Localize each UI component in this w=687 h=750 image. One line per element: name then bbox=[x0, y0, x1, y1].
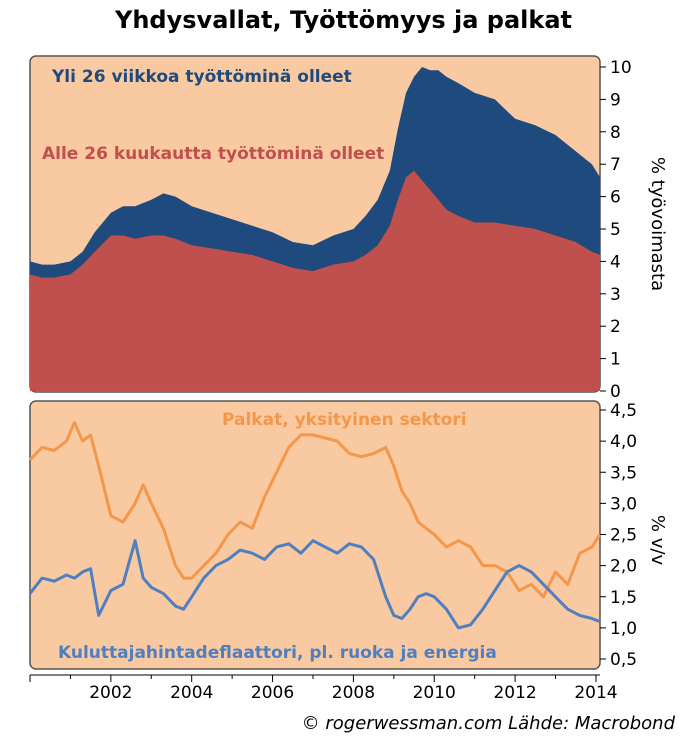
x-tick-label-2008: 2008 bbox=[332, 683, 375, 703]
x-tick-label-2002: 2002 bbox=[89, 683, 132, 703]
line-core-pce-deflator bbox=[28, 539, 601, 630]
wages-y-tick-label-3,0: 3,0 bbox=[610, 494, 637, 514]
unemployment-y-tick-label-2: 2 bbox=[610, 317, 621, 337]
unemployment-y-tick-label-5: 5 bbox=[610, 220, 621, 240]
wages-y-tick-label-1,0: 1,0 bbox=[610, 619, 637, 639]
label-long-term-unemployed: Yli 26 viikkoa työttöminä olleet bbox=[51, 67, 352, 87]
unemployment-y-tick-label-6: 6 bbox=[610, 188, 621, 208]
unemployment-y-tick-label-0: 0 bbox=[610, 382, 621, 402]
wages-y-tick-label-4,5: 4,5 bbox=[610, 401, 637, 421]
wages-y-tick-label-3,5: 3,5 bbox=[610, 463, 637, 483]
x-axis: 2002 2004 2006 2008 2010 2012 2014 bbox=[29, 674, 618, 703]
unemployment-y-tick-label-9: 9 bbox=[610, 90, 621, 110]
unemployment-y-ticks: 0 1 2 3 4 5 6 7 8 9 10 bbox=[600, 58, 632, 402]
unemployment-panel: Yli 26 viikkoa työttöminä olleet Alle 26… bbox=[29, 55, 668, 402]
unemployment-y-tick-label-8: 8 bbox=[610, 123, 621, 143]
x-tick-label-2004: 2004 bbox=[170, 683, 213, 703]
unemployment-y-tick-label-4: 4 bbox=[610, 252, 621, 272]
source-credit: © rogerwessman.com Lähde: Macrobond bbox=[301, 713, 675, 734]
wages-y-tick-label-0,5: 0,5 bbox=[610, 650, 637, 670]
x-tick-label-2010: 2010 bbox=[413, 683, 456, 703]
unemployment-y-tick-label-1: 1 bbox=[610, 350, 621, 370]
wages-y-tick-label-1,5: 1,5 bbox=[610, 588, 637, 608]
wages-y-tick-label-2,5: 2,5 bbox=[610, 526, 637, 546]
wages-inflation-panel-background bbox=[29, 400, 601, 670]
wages-y-ticks: 0,5 1,0 1,5 2,0 2,5 3,0 3,5 4,0 4,5 bbox=[600, 401, 637, 670]
unemployment-y-axis-label: % työvoimasta bbox=[647, 157, 668, 291]
wages-y-axis-label: % v/v bbox=[647, 515, 668, 566]
unemployment-y-tick-label-3: 3 bbox=[610, 285, 621, 305]
x-tick-label-2012: 2012 bbox=[493, 683, 536, 703]
wages-y-tick-label-4,0: 4,0 bbox=[610, 432, 637, 452]
wages-y-tick-label-2,0: 2,0 bbox=[610, 557, 637, 577]
label-short-term-unemployed: Alle 26 kuukautta työttöminä olleet bbox=[42, 144, 384, 164]
area-short-term-unemployed bbox=[30, 170, 600, 391]
chart-title: Yhdysvallat, Työttömyys ja palkat bbox=[114, 6, 573, 34]
x-tick-label-2014: 2014 bbox=[574, 683, 617, 703]
label-core-pce-deflator: Kuluttajahintadeflaattori, pl. ruoka ja … bbox=[58, 643, 497, 663]
label-wages-private-sector: Palkat, yksityinen sektori bbox=[222, 410, 467, 430]
unemployment-y-tick-label-10: 10 bbox=[610, 58, 632, 78]
unemployment-y-tick-label-7: 7 bbox=[610, 155, 621, 175]
line-wages-private-sector bbox=[28, 421, 602, 599]
wages-inflation-panel: Palkat, yksityinen sektori Kuluttajahint… bbox=[28, 400, 668, 670]
x-tick-label-2006: 2006 bbox=[251, 683, 294, 703]
